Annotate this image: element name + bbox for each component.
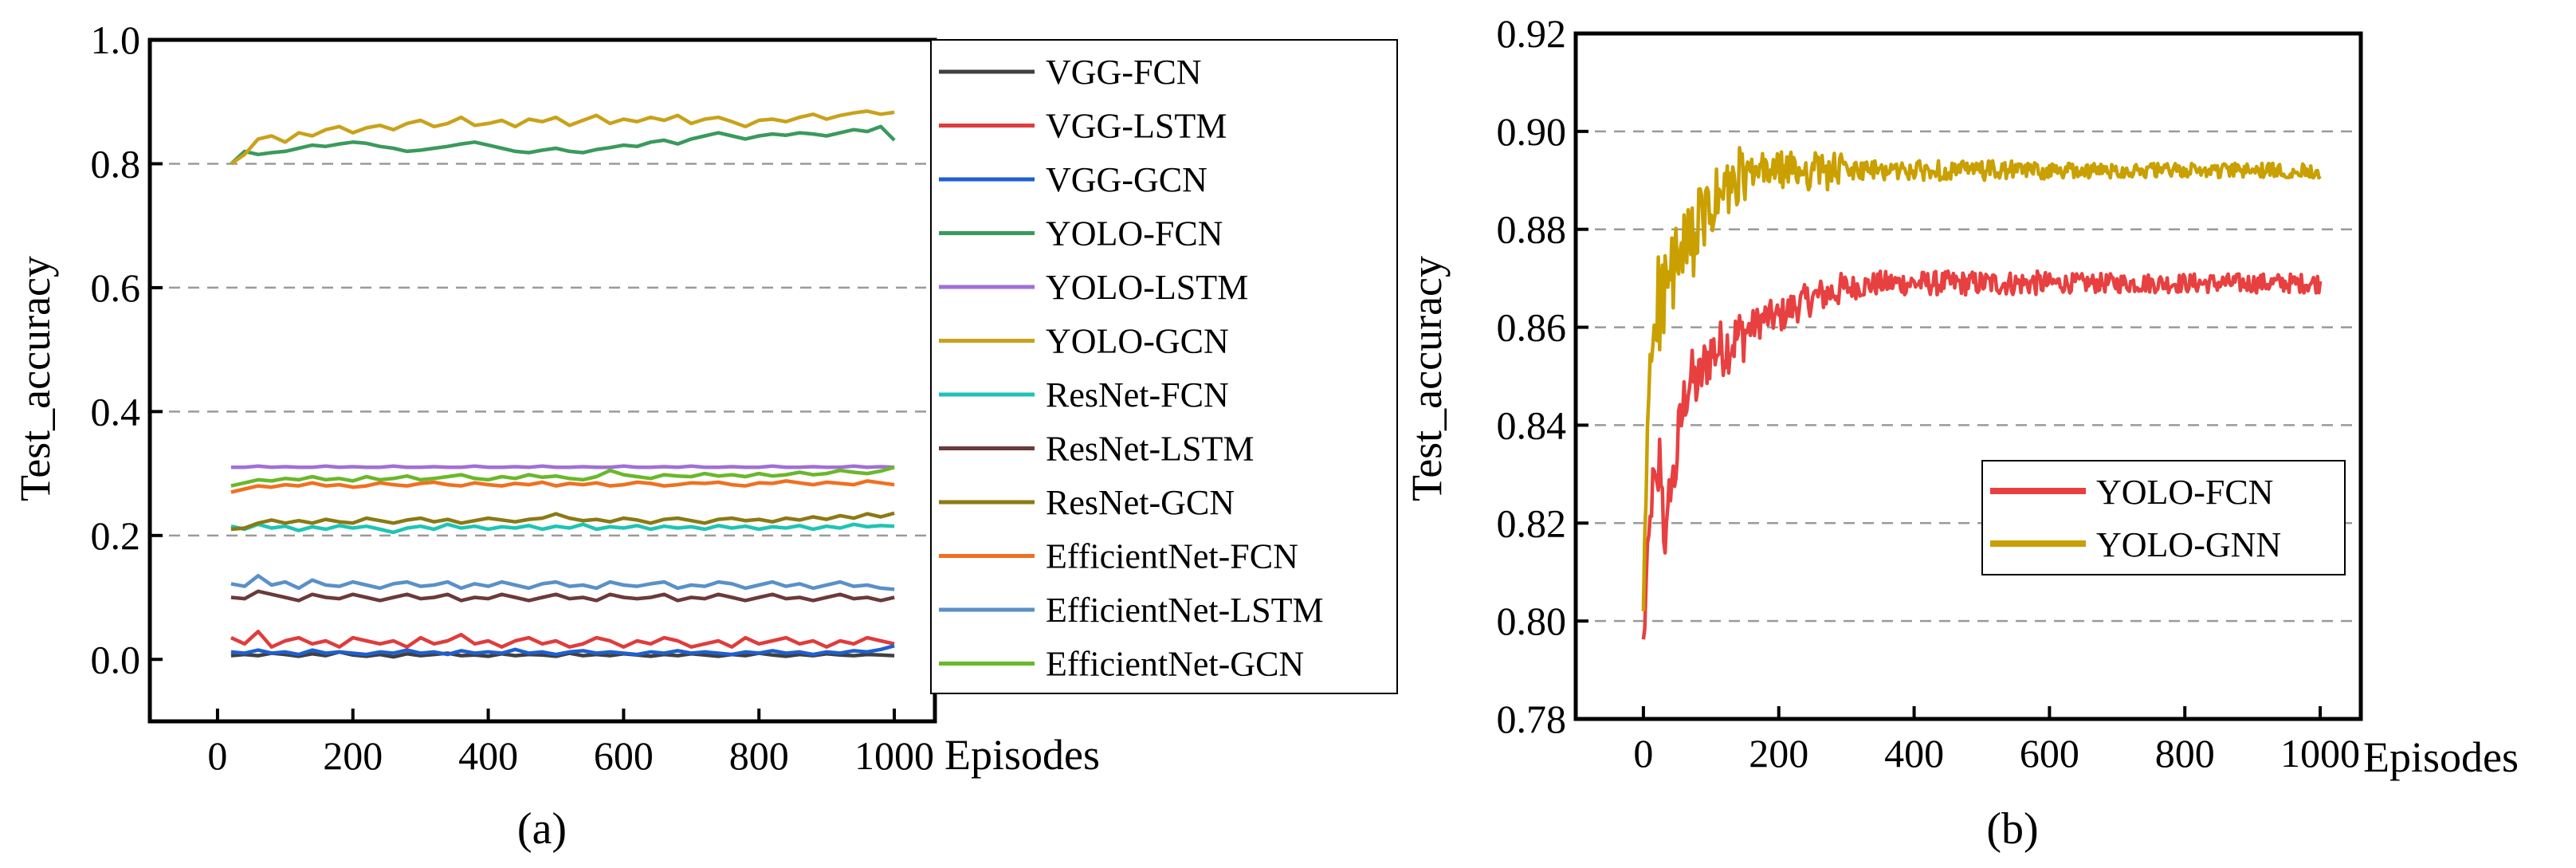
legend-label-resnet-gcn: ResNet-GCN: [1046, 483, 1235, 522]
y-tick-label: 0.90: [1497, 109, 1567, 154]
x-tick-label: 1000: [854, 733, 934, 778]
y-tick-label: 0.0: [91, 637, 141, 681]
chart-b-legend: YOLO-FCN YOLO-GNN: [1990, 473, 2281, 564]
series-line-vgg-lstm: [230, 630, 895, 649]
x-tick-label: 0: [1633, 731, 1653, 776]
legend-label-vgg-gcn: VGG-GCN: [1046, 160, 1208, 199]
legend-label-efficientnet-gcn: EfficientNet-GCN: [1046, 645, 1304, 684]
x-tick-label: 400: [458, 733, 518, 778]
x-tick-label: 600: [594, 733, 654, 778]
y-tick-label: 0.92: [1497, 11, 1567, 56]
chart-a-plot-frame: [147, 37, 937, 724]
y-tick-label: 0.8: [91, 141, 141, 186]
y-tick-label: 0.86: [1497, 305, 1567, 350]
chart-b-x-axis-label: Episodes: [2363, 733, 2519, 781]
legend-label-yolo-gcn: YOLO-GCN: [1046, 322, 1229, 361]
y-tick-label: 0.6: [91, 265, 141, 310]
chart-a: 0.0 0.2 0.4 0.6 0.8 1.0 0 200 400 600 800 1000 Tes…: [11, 18, 1398, 854]
legend-label-resnet-lstm: ResNet-LSTM: [1046, 430, 1255, 469]
series-line-yolo-fcn: [230, 124, 896, 166]
legend-label-vgg-fcn: VGG-FCN: [1046, 53, 1202, 92]
chart-a-y-ticks: 0.0 0.2 0.4 0.6 0.8 1.0: [91, 18, 163, 681]
chart-b-y-ticks: 0.78 0.80 0.82 0.84 0.86 0.88 0.90 0.92: [1497, 11, 1588, 741]
y-tick-label: 0.4: [91, 389, 141, 434]
x-tick-label: 800: [2155, 731, 2215, 776]
legend-label-efficientnet-fcn: EfficientNet-FCN: [1046, 537, 1298, 576]
chart-a-series: [230, 109, 896, 659]
legend-label-vgg-lstm: VGG-LSTM: [1046, 107, 1227, 146]
series-line-yolo-gcn: [230, 109, 895, 166]
series-line-resnet-fcn: [230, 522, 895, 535]
y-tick-label: 0.80: [1497, 599, 1567, 643]
series-line-vgg-gcn: [230, 644, 895, 657]
series-line-resnet-lstm: [230, 589, 895, 603]
chart-b-series: [1641, 146, 2323, 640]
series-line-efficientnet-fcn: [230, 479, 895, 494]
series-line-efficientnet-lstm: [230, 574, 895, 591]
y-tick-label: 0.2: [91, 513, 141, 558]
chart-a-x-axis-label: Episodes: [944, 731, 1100, 779]
y-tick-label: 0.84: [1497, 403, 1567, 447]
chart-a-x-ticks: 0 200 400 600 800 1000: [207, 709, 934, 778]
chart-b: 0.78 0.80 0.82 0.84 0.86 0.88 0.90 0.92 0 200 400…: [1403, 11, 2519, 854]
legend-label-efficientnet-lstm: EfficientNet-LSTM: [1046, 591, 1324, 630]
x-tick-label: 600: [2020, 731, 2079, 776]
x-tick-label: 1000: [2280, 731, 2360, 776]
chart-b-x-ticks: 0 200 400 600 800 1000: [1633, 706, 2360, 776]
chart-a-panel-label: (a): [517, 804, 567, 854]
series-line-yolo-lstm: [230, 464, 895, 469]
x-tick-label: 400: [1884, 731, 1944, 776]
legend-label-yolo-lstm: YOLO-LSTM: [1046, 268, 1248, 307]
chart-b-plot-frame: [1573, 31, 2363, 721]
legend-label-yolo-fcn: YOLO-FCN: [1046, 214, 1223, 253]
legend-label-resnet-fcn: ResNet-FCN: [1046, 375, 1229, 414]
x-tick-label: 0: [207, 733, 227, 778]
chart-a-y-axis-label: Test_accuracy: [11, 256, 59, 501]
legend-label-yolo-fcn: YOLO-FCN: [2096, 473, 2273, 512]
series-line-yolo-gnn: [1641, 146, 2322, 611]
x-tick-label: 200: [323, 733, 383, 778]
series-line-efficientnet-gcn: [230, 465, 895, 488]
chart-a-gridlines: [150, 163, 935, 537]
x-tick-label: 200: [1749, 731, 1808, 776]
legend-label-yolo-gnn: YOLO-GNN: [2096, 525, 2281, 564]
chart-b-panel-label: (b): [1986, 804, 2038, 854]
series-line-yolo-fcn: [1641, 269, 2323, 640]
chart-b-y-axis-label: Test_accuracy: [1403, 256, 1451, 501]
y-tick-label: 1.0: [91, 18, 141, 62]
series-line-resnet-gcn: [230, 511, 895, 532]
chart-a-legend: VGG-FCN VGG-LSTM VGG-GCN YOLO-FCN YOLO-LSTM Y…: [939, 53, 1324, 684]
y-tick-label: 0.82: [1497, 501, 1567, 545]
y-tick-label: 0.78: [1497, 697, 1567, 741]
chart-b-legend-box: [1981, 460, 2346, 575]
x-tick-label: 800: [729, 733, 789, 778]
chart-a-legend-box: [930, 39, 1398, 694]
y-tick-label: 0.88: [1497, 207, 1567, 252]
